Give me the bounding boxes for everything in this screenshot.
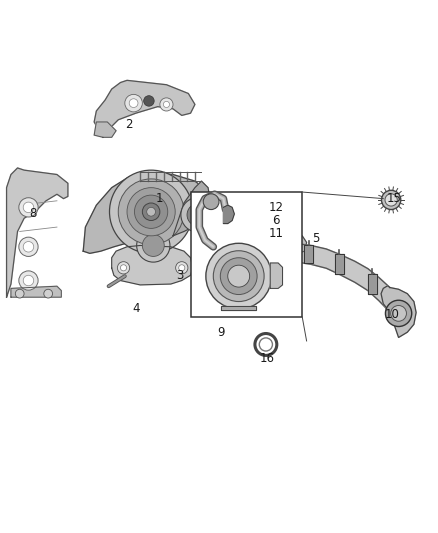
Text: 10: 10 [385, 308, 399, 321]
Polygon shape [94, 122, 116, 138]
Circle shape [15, 289, 24, 298]
Circle shape [179, 265, 185, 271]
Circle shape [120, 265, 127, 271]
Polygon shape [270, 263, 283, 288]
Circle shape [220, 258, 257, 295]
Text: 1: 1 [156, 192, 164, 205]
Circle shape [216, 307, 225, 316]
Text: 16: 16 [260, 352, 275, 365]
Polygon shape [381, 286, 416, 337]
Polygon shape [335, 254, 344, 274]
Polygon shape [304, 245, 313, 263]
Circle shape [391, 305, 406, 321]
Polygon shape [298, 244, 390, 312]
Text: 11: 11 [268, 227, 283, 240]
Circle shape [19, 271, 38, 290]
Circle shape [385, 194, 397, 206]
Circle shape [127, 188, 175, 236]
Polygon shape [173, 181, 210, 236]
Circle shape [206, 243, 272, 309]
Text: 12: 12 [268, 201, 283, 214]
Circle shape [129, 99, 138, 108]
Circle shape [137, 229, 170, 262]
Bar [191, 192, 302, 317]
Text: 4: 4 [132, 302, 140, 314]
Text: 5: 5 [312, 231, 319, 245]
Circle shape [187, 204, 210, 226]
Polygon shape [274, 233, 307, 254]
Polygon shape [7, 168, 68, 297]
Text: 3: 3 [176, 269, 183, 282]
Text: 6: 6 [272, 214, 280, 227]
Circle shape [213, 251, 264, 302]
Circle shape [163, 101, 170, 108]
Circle shape [181, 197, 216, 232]
Text: 9: 9 [217, 326, 225, 338]
Polygon shape [11, 286, 61, 297]
Circle shape [142, 235, 164, 256]
Text: 2: 2 [125, 118, 133, 131]
Circle shape [110, 170, 193, 253]
Polygon shape [368, 273, 377, 294]
Polygon shape [112, 246, 193, 285]
Circle shape [203, 194, 219, 209]
Circle shape [23, 241, 34, 252]
Circle shape [125, 94, 142, 112]
Circle shape [134, 195, 168, 229]
Polygon shape [83, 172, 208, 253]
Circle shape [228, 265, 250, 287]
Circle shape [23, 202, 34, 213]
Text: 15: 15 [387, 192, 402, 205]
Circle shape [385, 300, 412, 327]
Circle shape [160, 98, 173, 111]
Circle shape [23, 275, 34, 286]
Circle shape [147, 207, 155, 216]
Circle shape [176, 262, 188, 274]
Polygon shape [223, 205, 234, 223]
Circle shape [44, 289, 53, 298]
Text: 8: 8 [29, 207, 36, 221]
Circle shape [381, 190, 401, 209]
Circle shape [118, 179, 184, 245]
Polygon shape [94, 80, 195, 138]
Polygon shape [221, 306, 256, 310]
Circle shape [19, 237, 38, 256]
Circle shape [117, 262, 130, 274]
Circle shape [142, 203, 160, 221]
Circle shape [144, 96, 154, 106]
Circle shape [19, 198, 38, 217]
